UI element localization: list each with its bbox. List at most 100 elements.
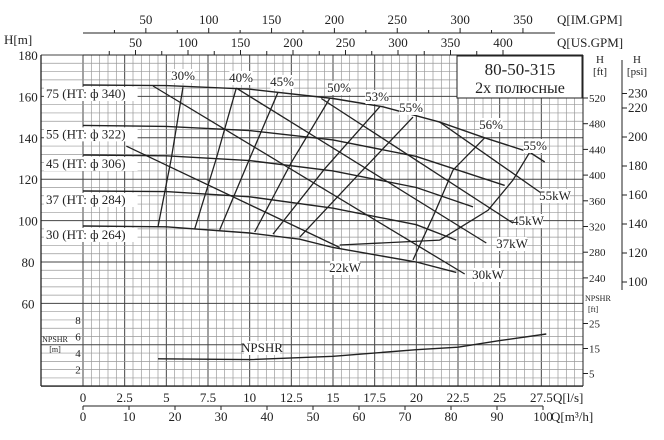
npshr-curve-label: NPSHR: [241, 340, 283, 355]
efficiency-label-bg: [399, 101, 423, 115]
head-curve: [82, 190, 457, 241]
h-psi-tick-label: 220: [628, 100, 648, 115]
ls-tick-label: 5: [163, 390, 170, 405]
ls-tick-label: 15: [327, 390, 340, 405]
efficiency-label: 56%: [479, 117, 503, 132]
ls-tick-label: 22.5: [447, 390, 470, 405]
efficiency-curve: [254, 98, 331, 233]
im-gpm-axis-label: Q[IM.GPM]: [557, 12, 622, 27]
m3h-axis-label: Q[m³/h]: [551, 409, 593, 424]
head-curve-label-bg: [44, 192, 138, 207]
curves: [82, 84, 547, 361]
npshr-m-tick-label: 2: [75, 365, 81, 377]
power-label-bg: [513, 214, 543, 228]
efficiency-curve: [339, 151, 531, 246]
m3h-tick-label: 70: [399, 409, 412, 424]
h-m-axis-label: H[m]: [4, 32, 32, 47]
power-label: 30kW: [472, 267, 505, 282]
h-psi-tick-label: 180: [628, 158, 648, 173]
efficiency-curve: [194, 87, 237, 230]
us-gpm-tick-label: 200: [283, 35, 303, 50]
efficiency-label: 55%: [523, 138, 547, 153]
efficiency-curve: [412, 137, 486, 261]
power-line: [235, 87, 487, 244]
m3h-tick-label: 10: [123, 409, 136, 424]
h-ft-tick-label: 480: [589, 119, 606, 131]
h-ft-tick-label: 400: [589, 170, 606, 182]
head-curve: [82, 225, 457, 274]
power-label-bg: [540, 189, 570, 203]
npshr-ft-tick-label: 5: [589, 369, 595, 381]
im-gpm-tick-label: 150: [262, 12, 282, 27]
efficiency-label: 55%: [399, 100, 423, 115]
h-psi-axis-unit: [psi]: [627, 66, 647, 78]
power-label-bg: [497, 237, 527, 251]
efficiency-curve: [299, 116, 414, 238]
power-line: [152, 85, 466, 275]
ls-tick-label: 17.5: [363, 390, 386, 405]
efficiency-label-bg: [270, 75, 294, 89]
head-curve-label-bg: [44, 227, 138, 242]
h-m-tick-label: 140: [18, 131, 38, 146]
power-line: [320, 97, 514, 224]
im-gpm-tick-label: 350: [513, 12, 533, 27]
h-ft-axis-label: H: [596, 54, 604, 66]
efficiency-curve: [272, 106, 381, 235]
power-label: 45kW: [512, 213, 545, 228]
h-ft-tick-label: 360: [589, 196, 606, 208]
efficiency-label: 45%: [270, 74, 294, 89]
us-gpm-tick-label: 250: [336, 35, 356, 50]
power-label-bg: [330, 261, 360, 275]
head-curve: [82, 124, 505, 187]
m3h-tick-label: 80: [445, 409, 458, 424]
head-curve-label-bg: [44, 156, 138, 171]
efficiency-label-bg: [365, 90, 389, 104]
labels: 75 (HT: ф 340) 55 (HT: ф 322) 45 (HT: ф 30…: [4, 12, 648, 424]
h-psi-tick-label: 230: [628, 86, 648, 101]
us-gpm-tick-label: 100: [178, 35, 198, 50]
efficiency-label-bg: [171, 69, 195, 83]
ls-tick-label: 2.5: [117, 390, 133, 405]
h-m-tick-label: 100: [18, 214, 38, 229]
npshr-m-tick-label: 4: [75, 348, 81, 360]
head-curve-label: 75 (HT: ф 340): [46, 86, 126, 101]
m3h-tick-label: 50: [307, 409, 320, 424]
h-psi-tick-label: 160: [628, 187, 648, 202]
im-gpm-tick-label: 250: [388, 12, 408, 27]
im-gpm-tick-label: 200: [325, 12, 345, 27]
power-line: [439, 121, 542, 194]
h-ft-axis-unit: [ft]: [593, 66, 607, 78]
head-curve: [82, 154, 474, 208]
us-gpm-tick-label: 300: [388, 35, 408, 50]
us-gpm-axis-label: Q[US.GPM]: [557, 35, 623, 50]
npshr-m-tick-label: 6: [75, 332, 81, 344]
ls-tick-label: 0: [80, 390, 87, 405]
h-psi-axis-label: H: [633, 54, 641, 66]
grid: [41, 54, 584, 387]
power-label: 37kW: [496, 236, 529, 251]
m3h-tick-label: 100: [533, 409, 553, 424]
power-label: 22kW: [329, 260, 362, 275]
h-psi-tick-label: 120: [628, 245, 648, 260]
h-ft-tick-label: 280: [589, 247, 606, 259]
head-curve-label: 45 (HT: ф 306): [46, 156, 126, 171]
power-line: [126, 145, 340, 249]
us-gpm-tick-label: 400: [493, 35, 513, 50]
npshr-ft-tick-label: 15: [589, 344, 601, 356]
power-label: 55kW: [539, 188, 572, 203]
ls-tick-label: 25: [493, 390, 506, 405]
efficiency-curve: [157, 86, 184, 227]
efficiency-label: 53%: [365, 89, 389, 104]
efficiency-label-bg: [229, 71, 253, 85]
h-ft-tick-label: 440: [589, 144, 606, 156]
h-ft-tick-label: 520: [589, 93, 606, 105]
us-gpm-tick-label: 350: [441, 35, 461, 50]
h-ft-tick-label: 320: [589, 222, 606, 234]
efficiency-label-bg: [523, 139, 547, 153]
head-curve-label-bg: [44, 127, 138, 142]
h-psi-tick-label: 200: [628, 129, 648, 144]
ls-tick-label: 20: [410, 390, 423, 405]
h-ft-tick-label: 240: [589, 273, 606, 285]
us-gpm-tick-label: 150: [231, 35, 251, 50]
